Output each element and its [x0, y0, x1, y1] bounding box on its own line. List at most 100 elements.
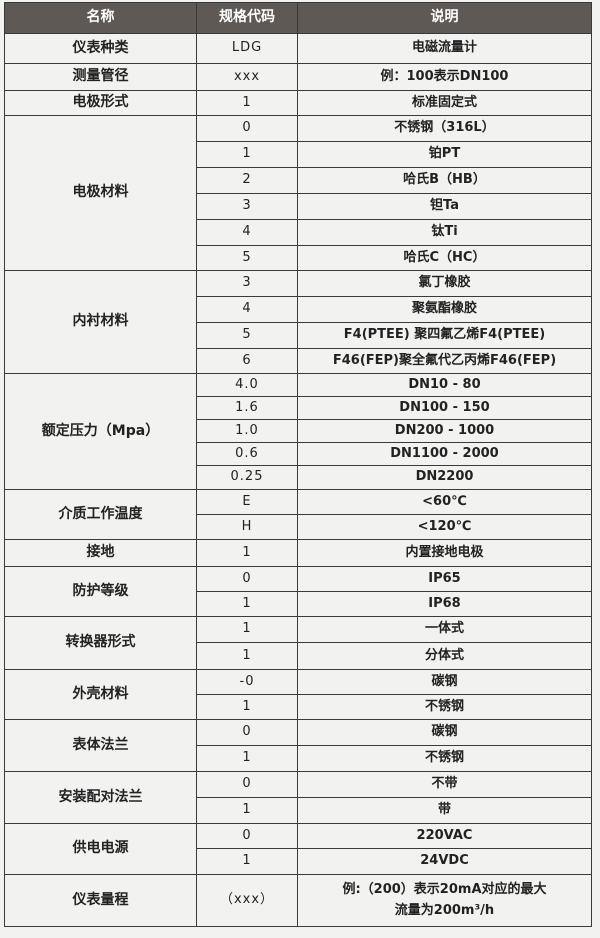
table-row: 1 分体式 — [5, 642, 592, 670]
spec-desc: 一体式 — [297, 616, 592, 643]
spec-code: 1 — [196, 642, 298, 670]
table-row: 仪表种类 LDG 电磁流量计 — [4, 33, 592, 64]
spec-desc: 例：100表示DN100 — [297, 63, 592, 91]
desc-line: 例:（200）表示20mA对应的最大 — [342, 882, 547, 898]
desc-line: 钽Ta — [430, 198, 459, 214]
spec-code: 0 — [196, 115, 298, 142]
desc-line: 氯丁橡胶 — [418, 275, 471, 291]
spec-desc: 哈氏B（HB） — [297, 167, 592, 194]
spec-table: 名称 规格代码 说明 仪表种类 LDG 电磁流量计 测量管径 xxx 例：100表示DN1… — [4, 2, 592, 927]
desc-line: F46(FEP)聚全氟代乙丙烯F46(FEP) — [332, 352, 557, 368]
table-row: 1.6 DN100 - 150 — [5, 396, 592, 420]
table-row: 3 钽Ta — [5, 193, 592, 220]
desc-line: 哈氏B（HB） — [403, 172, 486, 188]
spec-code: 0.25 — [196, 465, 298, 490]
group-name: 外壳材料 — [4, 669, 197, 720]
spec-code: 1 — [196, 745, 298, 772]
spec-desc: DN100 - 150 — [297, 396, 592, 420]
desc-line: 分体式 — [424, 647, 464, 663]
desc-line-2: 流量为200m³/h — [394, 902, 495, 918]
desc-line: 不锈钢 — [424, 698, 464, 714]
group-name: 仪表种类 — [4, 33, 197, 64]
header-desc: 说明 — [297, 2, 592, 34]
table-row: H <120℃ — [5, 514, 592, 540]
spec-desc: DN200 - 1000 — [297, 419, 592, 443]
spec-desc: 220VAC — [297, 823, 592, 849]
table-row: 2 哈氏B（HB） — [5, 167, 592, 194]
table-row: 安装配对法兰 0 不带 — [4, 771, 592, 824]
spec-desc: 24VDC — [297, 848, 592, 875]
table-row: 接地 1 内置接地电极 — [4, 539, 592, 567]
desc-line: 碳钢 — [431, 724, 458, 740]
spec-desc: DN1100 - 2000 — [297, 442, 592, 466]
table-row: 0.6 DN1100 - 2000 — [5, 442, 592, 466]
spec-desc: 聚氨酯橡胶 — [297, 296, 592, 323]
spec-desc: DN2200 — [297, 465, 592, 490]
spec-code: 1 — [196, 539, 298, 567]
group-name: 防护等级 — [4, 566, 197, 617]
desc-line: 内置接地电极 — [405, 544, 484, 560]
desc-line: 钛Ti — [431, 224, 458, 240]
spec-code: 3 — [196, 193, 298, 220]
desc-line: IP68 — [428, 595, 461, 611]
spec-code: 0.6 — [196, 442, 298, 466]
table-row: 供电电源 0 220VAC — [4, 823, 592, 875]
spec-desc: 不带 — [297, 771, 592, 798]
spec-desc: 铂PT — [297, 141, 592, 168]
group-name: 转换器形式 — [4, 616, 197, 670]
spec-desc: <120℃ — [297, 514, 592, 540]
table-row: 表体法兰 0 碳钢 — [4, 719, 592, 772]
desc-line: 24VDC — [420, 853, 469, 869]
desc-line: 220VAC — [416, 827, 473, 843]
table-row: 4 钛Ti — [5, 219, 592, 246]
desc-line: 不锈钢 — [424, 750, 464, 766]
desc-line: IP65 — [428, 570, 461, 586]
table-row: 测量管径 xxx 例：100表示DN100 — [4, 63, 592, 91]
table-row: 介质工作温度 E <60℃ — [4, 489, 592, 540]
desc-line: 不锈钢（316L） — [394, 120, 495, 136]
spec-code: 2 — [196, 167, 298, 194]
spec-desc: 不锈钢 — [297, 745, 592, 772]
group-name: 电极形式 — [4, 90, 197, 116]
spec-code: H — [196, 514, 298, 540]
spec-code: 0 — [196, 719, 298, 746]
header-row: 名称 规格代码 说明 — [4, 2, 592, 34]
table-row: 电极材料 0 不锈钢（316L） — [4, 115, 592, 271]
spec-code: 1 — [196, 848, 298, 875]
spec-code: 5 — [196, 245, 298, 271]
desc-line: 例：100表示DN100 — [380, 68, 509, 84]
spec-desc: 钛Ti — [297, 219, 592, 246]
spec-code: 1 — [196, 141, 298, 168]
group-name: 仪表量程 — [4, 874, 197, 927]
spec-desc: 碳钢 — [297, 669, 592, 695]
spec-code: （xxx） — [196, 874, 298, 927]
spec-code: 1 — [196, 797, 298, 824]
desc-line: 一体式 — [424, 621, 464, 637]
table-row: 转换器形式 1 一体式 — [4, 616, 592, 670]
desc-line: DN2200 — [415, 469, 474, 485]
desc-line: DN100 - 150 — [399, 399, 490, 415]
table-row: 4 聚氨酯橡胶 — [5, 296, 592, 323]
spec-desc: 碳钢 — [297, 719, 592, 746]
table-row: 防护等级 0 IP65 — [4, 566, 592, 617]
spec-code: 1 — [196, 90, 298, 116]
spec-desc: IP65 — [297, 566, 592, 592]
table-row: 额定压力（Mpa） 4.0 DN10 - 80 — [4, 373, 592, 490]
group-name: 介质工作温度 — [4, 489, 197, 540]
desc-line: 哈氏C（HC） — [403, 249, 486, 265]
spec-code: 3 — [196, 270, 298, 297]
header-name: 名称 — [4, 2, 197, 34]
desc-line: DN10 - 80 — [408, 376, 481, 392]
desc-line: <120℃ — [417, 518, 472, 534]
group-name: 接地 — [4, 539, 197, 567]
table-row: 1.0 DN200 - 1000 — [5, 419, 592, 443]
spec-code: 1.0 — [196, 419, 298, 443]
spec-desc: IP68 — [297, 591, 592, 617]
spec-desc: F4(PTEE) 聚四氟乙烯F4(PTEE) — [297, 322, 592, 349]
desc-line: 聚氨酯橡胶 — [411, 301, 477, 317]
spec-code: xxx — [196, 63, 298, 91]
spec-desc: 氯丁橡胶 — [297, 270, 592, 297]
desc-line: DN1100 - 2000 — [390, 445, 499, 461]
table-row: 5 F4(PTEE) 聚四氟乙烯F4(PTEE) — [5, 322, 592, 349]
desc-line: <60℃ — [422, 493, 467, 509]
